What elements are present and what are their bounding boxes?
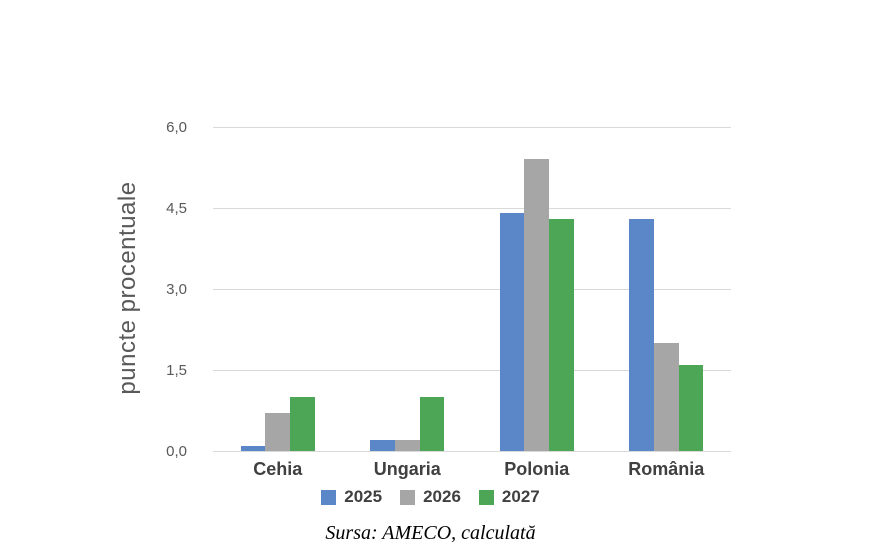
y-tick-label: 1,5 — [166, 362, 187, 379]
legend-label-2027: 2027 — [501, 487, 540, 506]
bar-polonia-2025 — [499, 213, 525, 451]
bar-cehia-2026 — [265, 413, 291, 451]
source-note: Sursa: AMECO, calculată — [325, 522, 536, 544]
bar-românia-2026 — [653, 343, 679, 451]
gridline — [213, 289, 731, 290]
gridline — [213, 127, 731, 128]
y-tick-label: 0,0 — [166, 443, 187, 460]
bar-ungaria-2025 — [370, 440, 395, 451]
gridline — [213, 208, 731, 209]
gridline — [213, 370, 731, 371]
bar-cehia-2027 — [290, 397, 315, 451]
category-label-polonia: Polonia — [504, 459, 570, 479]
bar-ungaria-2027 — [419, 397, 445, 451]
legend-swatch-2027 — [478, 489, 494, 505]
legend: 2025 2026 2027 — [130, 487, 731, 507]
legend-item-2026: 2026 — [400, 487, 461, 507]
legend-label-2026: 2026 — [423, 487, 461, 506]
plot-area — [213, 127, 731, 452]
legend-label-2025: 2025 — [344, 487, 383, 506]
bar-ungaria-2026 — [394, 440, 420, 451]
category-label-românia: România — [628, 459, 705, 479]
y-tick-label: 4,5 — [166, 200, 187, 217]
bar-polonia-2026 — [524, 159, 550, 451]
legend-swatch-2025 — [321, 489, 337, 505]
bar-românia-2025 — [629, 218, 654, 451]
category-label-ungaria: Ungaria — [373, 459, 441, 479]
bar-românia-2027 — [678, 364, 704, 451]
y-tick-label: 3,0 — [166, 281, 187, 298]
category-label-cehia: Cehia — [253, 459, 303, 479]
legend-swatch-2026 — [400, 489, 416, 505]
y-tick-label: 6,0 — [166, 119, 187, 136]
legend-item-2025: 2025 — [321, 487, 382, 507]
bar-polonia-2027 — [549, 218, 574, 451]
legend-item-2027: 2027 — [478, 487, 540, 507]
gridline — [213, 451, 731, 452]
bar-cehia-2025 — [240, 445, 266, 451]
